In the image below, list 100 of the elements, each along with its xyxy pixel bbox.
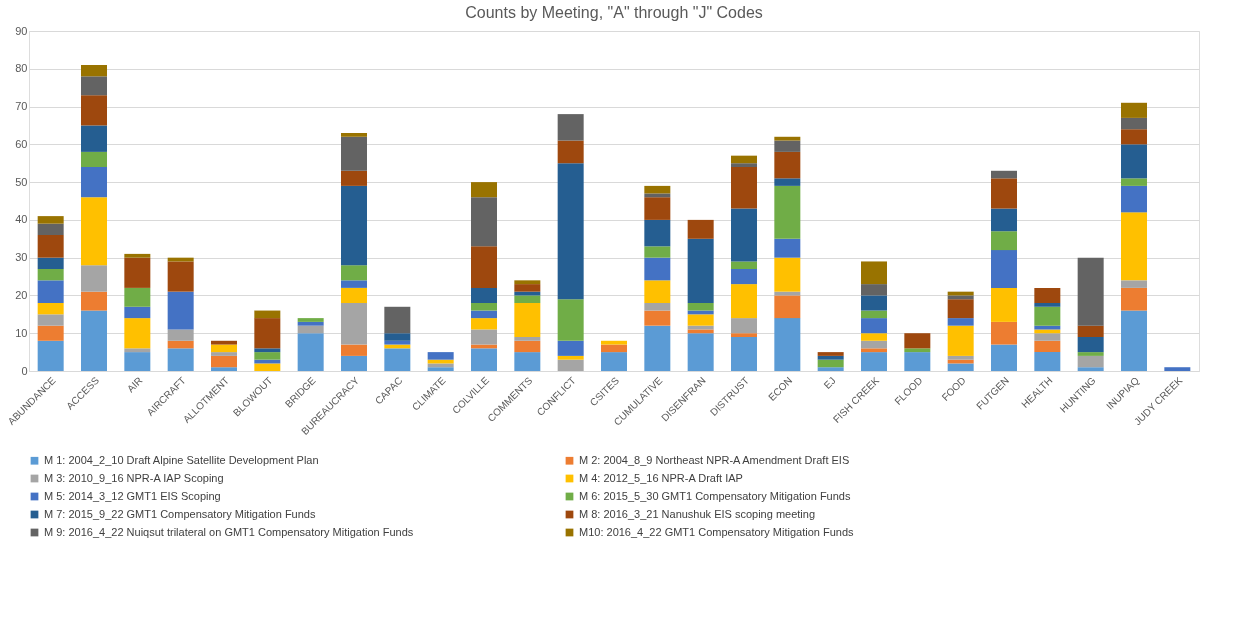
bar	[167, 348, 194, 371]
bar	[1121, 178, 1147, 186]
bar	[861, 295, 887, 311]
bar	[1034, 303, 1061, 307]
bar	[687, 238, 714, 303]
bar	[211, 352, 237, 356]
bar	[644, 280, 671, 303]
bar	[81, 265, 107, 292]
bar	[774, 238, 801, 258]
bar	[341, 265, 367, 281]
bar	[81, 76, 107, 96]
bar	[687, 303, 714, 311]
bar	[687, 219, 714, 239]
bar	[81, 125, 107, 152]
legend-label: M 4: 2012_5_16 NPR-A Draft IAP	[579, 471, 743, 484]
bar	[861, 348, 887, 353]
bar	[471, 246, 497, 288]
bar	[644, 185, 671, 194]
bar	[341, 185, 367, 266]
bar	[1121, 212, 1147, 281]
bar	[1077, 257, 1104, 326]
bar	[124, 287, 151, 307]
y-tick-label: 50	[15, 175, 28, 188]
bar	[817, 367, 844, 371]
bar	[557, 359, 584, 371]
bar	[341, 133, 367, 137]
bar	[991, 170, 1017, 179]
bar	[557, 140, 584, 164]
bar	[557, 163, 584, 300]
bar	[861, 340, 887, 349]
bar	[1121, 287, 1147, 311]
bar	[1034, 340, 1061, 353]
bar	[817, 352, 844, 356]
bar	[1121, 117, 1147, 130]
bar	[471, 329, 497, 345]
bar	[1077, 352, 1104, 356]
bar	[254, 318, 281, 349]
bar	[774, 178, 801, 186]
bar	[601, 340, 627, 345]
bar	[1034, 306, 1061, 326]
bar	[81, 310, 107, 371]
bar	[731, 208, 757, 262]
bar	[384, 348, 411, 371]
bar	[514, 340, 541, 353]
bar	[904, 348, 931, 353]
bar	[37, 257, 64, 269]
bar	[947, 325, 974, 356]
bar	[774, 185, 801, 239]
bar	[991, 287, 1017, 322]
bar	[1164, 367, 1191, 371]
bar	[81, 95, 107, 126]
bar	[471, 303, 497, 311]
y-tick-label: 10	[15, 326, 28, 339]
y-tick-label: 90	[15, 24, 28, 37]
bar	[471, 348, 497, 371]
bar	[1121, 310, 1147, 371]
bar	[514, 352, 541, 371]
legend-label: M 3: 2010_9_16 NPR-A IAP Scoping	[44, 471, 224, 484]
bar	[297, 325, 324, 334]
bar	[167, 261, 194, 292]
bar	[341, 136, 367, 171]
chart-title: Counts by Meeting, "A" through "J" Codes	[465, 4, 763, 21]
bar	[1077, 325, 1104, 337]
legend-label: M 2: 2004_8_9 Northeast NPR-A Amendment Draft EIS	[579, 453, 850, 466]
bar	[254, 348, 281, 353]
bar	[861, 352, 887, 371]
y-tick-label: 40	[15, 213, 28, 226]
bar	[557, 355, 584, 360]
bar	[384, 306, 411, 334]
bar	[297, 321, 324, 326]
bar	[427, 367, 454, 371]
bar	[991, 344, 1017, 371]
bar	[861, 261, 887, 285]
bar	[1034, 333, 1061, 341]
bar	[601, 352, 627, 371]
bar	[124, 352, 151, 371]
bar	[1121, 280, 1147, 288]
legend-label: M 6: 2015_5_30 GMT1 Compensatory Mitigation Funds	[579, 489, 851, 502]
bar	[81, 65, 107, 77]
bar	[947, 363, 974, 371]
bar	[601, 344, 627, 353]
bar	[1077, 355, 1104, 368]
bar	[211, 355, 237, 368]
bar	[211, 367, 237, 371]
bar	[471, 310, 497, 319]
bar	[37, 269, 64, 281]
bar	[471, 182, 497, 198]
bar	[991, 321, 1017, 345]
bar	[297, 318, 324, 322]
bar	[774, 295, 801, 319]
bar	[211, 344, 237, 353]
bar	[514, 337, 541, 341]
bar	[37, 314, 64, 326]
bar	[644, 193, 671, 198]
bar	[427, 352, 454, 360]
bar	[471, 287, 497, 303]
bar	[1077, 337, 1104, 353]
x-tick-label: AIR	[124, 374, 145, 395]
bar	[774, 318, 801, 371]
bar	[124, 257, 151, 288]
